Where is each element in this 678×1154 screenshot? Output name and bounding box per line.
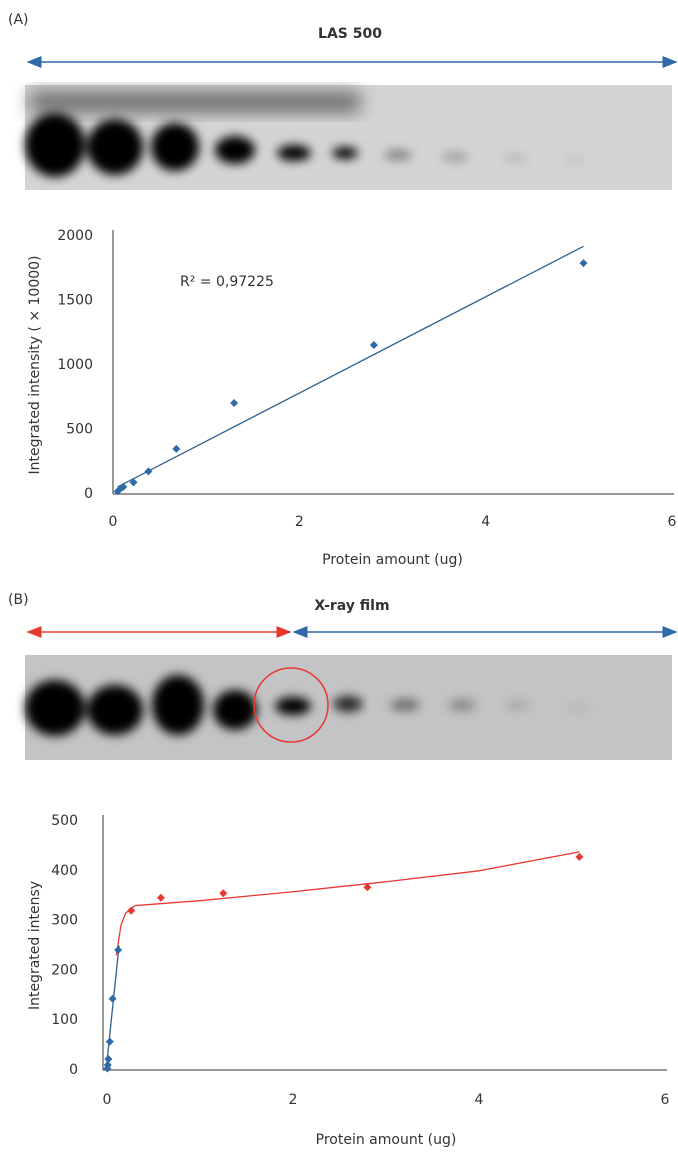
panel-label: (B) (8, 592, 29, 608)
x-tick-label: 6 (661, 1092, 670, 1108)
y-tick-label: 0 (84, 486, 93, 502)
fit-line (115, 851, 580, 956)
y-axis-label: Integrated intensity ( × 10000) (27, 255, 43, 474)
x-tick-label: 0 (103, 1092, 112, 1108)
point (579, 259, 588, 268)
y-tick-label: 400 (51, 863, 78, 879)
point (113, 487, 122, 496)
point (369, 341, 378, 350)
x-tick-label: 6 (668, 514, 677, 530)
point (104, 1055, 113, 1064)
point (127, 906, 136, 915)
point (144, 467, 153, 476)
y-tick-label: 500 (66, 422, 93, 438)
point (363, 883, 372, 892)
point (575, 852, 584, 861)
gel-title: X-ray film (314, 598, 389, 614)
gel-image (25, 85, 672, 190)
fit-line (105, 945, 120, 1071)
y-tick-label: 200 (51, 962, 78, 978)
y-tick-label: 100 (51, 1012, 78, 1028)
x-tick-label: 4 (475, 1092, 484, 1108)
y-axis-label: Integrated intensy (27, 881, 43, 1010)
gel-image (25, 655, 672, 760)
x-axis-label: Protein amount (ug) (322, 552, 463, 568)
y-tick-label: 1000 (57, 357, 93, 373)
y-tick-label: 0 (69, 1062, 78, 1078)
x-axis-label: Protein amount (ug) (316, 1132, 457, 1148)
x-tick-label: 4 (481, 514, 490, 530)
point (172, 444, 181, 453)
annotation: R² = 0,97225 (180, 274, 274, 290)
point (114, 945, 123, 954)
point (156, 893, 165, 902)
panel-label: (A) (8, 12, 29, 28)
point (103, 1064, 112, 1073)
point (129, 478, 138, 487)
x-tick-label: 0 (109, 514, 118, 530)
y-tick-label: 300 (51, 913, 78, 929)
x-tick-label: 2 (295, 514, 304, 530)
fit-line (117, 245, 584, 488)
point (219, 889, 228, 898)
point (105, 1037, 114, 1046)
y-tick-label: 1500 (57, 293, 93, 309)
x-tick-label: 2 (289, 1092, 298, 1108)
point (108, 994, 117, 1003)
gel-title: LAS 500 (318, 26, 382, 42)
y-tick-label: 2000 (57, 228, 93, 244)
y-tick-label: 500 (51, 813, 78, 829)
point (230, 399, 239, 408)
